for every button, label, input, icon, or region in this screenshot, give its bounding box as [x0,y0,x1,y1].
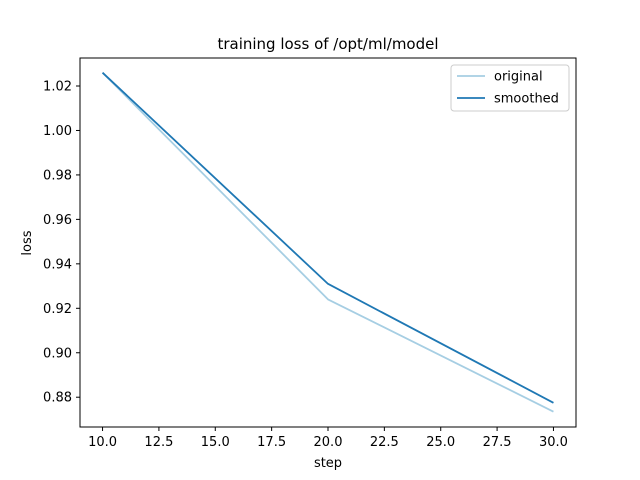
x-tick-label: 30.0 [539,435,568,450]
legend-label-original: original [494,70,543,85]
x-tick-label: 27.5 [483,435,512,450]
x-tick-label: 17.5 [257,435,286,450]
plot-lines [101,72,554,413]
legend: original smoothed [450,64,570,112]
y-tick-label: 0.94 [43,257,72,272]
y-tick-label: 1.02 [43,80,72,95]
y-tick-label: 0.88 [43,391,72,406]
x-tick-label: 22.5 [370,435,399,450]
x-tick-label: 20.0 [314,435,343,450]
x-axis-label: step [314,456,342,471]
y-tick-label: 1.00 [43,124,72,139]
x-axis: 10.0 12.5 15.0 17.5 20.0 22.5 25.0 27.5 30.0 [88,427,568,450]
x-tick-label: 12.5 [144,435,173,450]
chart-title: training loss of /opt/ml/model [217,35,438,53]
y-tick-label: 0.98 [43,168,72,183]
x-tick-label: 10.0 [88,435,117,450]
y-axis-label: loss [20,230,35,255]
y-tick-label: 0.92 [43,302,72,317]
series-line-smoothed [101,72,554,404]
series-line-original [101,72,554,413]
y-axis: 0.88 0.90 0.92 0.94 0.96 0.98 1.00 1.02 [43,80,80,406]
x-tick-label: 25.0 [426,435,455,450]
x-tick-label: 15.0 [201,435,230,450]
y-tick-label: 0.90 [43,346,72,361]
legend-label-smoothed: smoothed [494,92,559,107]
y-tick-label: 0.96 [43,213,72,228]
